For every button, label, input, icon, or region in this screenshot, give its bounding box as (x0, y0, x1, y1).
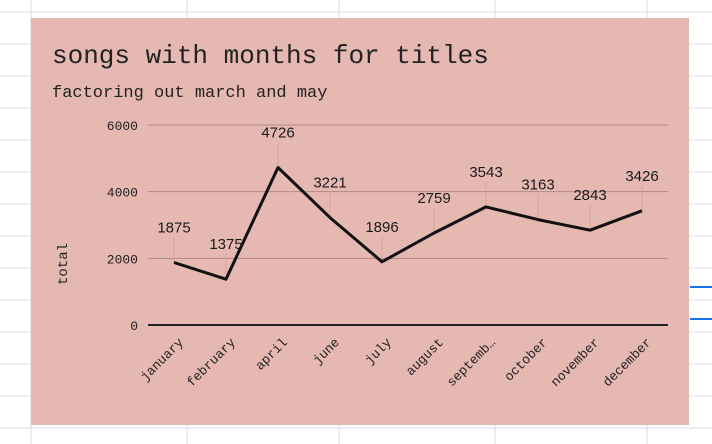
data-label: 1875 (157, 220, 190, 237)
data-label: 3426 (625, 168, 658, 185)
data-label: 2759 (417, 190, 450, 207)
data-label: 4726 (261, 124, 294, 141)
selection-handle-top (690, 286, 712, 288)
y-tick-label: 2000 (107, 252, 138, 267)
line-chart: songs with months for titles factoring o… (31, 18, 689, 425)
data-labels: 1875 1375 4726 3221 1896 2759 3543 3163 2843 3426 (157, 124, 658, 253)
series-line (173, 166, 643, 281)
data-label: 3543 (469, 164, 502, 181)
y-tick-label: 0 (130, 319, 138, 334)
chart-subtitle: factoring out march and may (52, 84, 327, 103)
data-label: 1375 (209, 236, 242, 253)
y-tick-label: 4000 (107, 186, 138, 201)
selection-handle-bottom (690, 318, 712, 320)
y-tick-label: 6000 (107, 119, 138, 134)
data-label-connectors (173, 141, 643, 280)
y-tick-labels: 0 2000 4000 6000 (107, 119, 138, 334)
data-label: 3221 (313, 175, 346, 192)
data-label: 2843 (573, 187, 606, 204)
data-label: 1896 (365, 219, 398, 236)
series-line-path (173, 166, 643, 281)
data-label: 3163 (521, 177, 554, 194)
chart-title: songs with months for titles (52, 41, 489, 71)
chart-background (31, 18, 689, 425)
y-axis-label: total (56, 243, 72, 285)
